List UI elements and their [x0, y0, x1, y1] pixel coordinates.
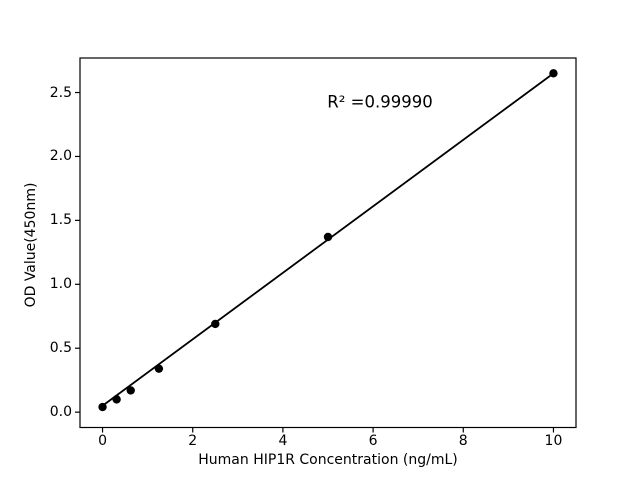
x-tick-label: 6: [368, 433, 378, 449]
x-tick-label: 4: [278, 433, 288, 449]
data-point-marker: [323, 232, 333, 242]
data-point-marker: [549, 69, 558, 78]
data-point-marker: [211, 319, 220, 329]
x-tick-label: 10: [544, 433, 563, 449]
y-tick-label: 1.5: [49, 212, 72, 229]
plot-border: [79, 57, 577, 429]
x-tick-label: 2: [188, 433, 198, 449]
y-tick-label: 2.5: [49, 84, 72, 101]
x-tick-label: 8: [458, 433, 468, 449]
data-point-marker: [112, 395, 121, 404]
y-tick-label: 0.5: [49, 340, 72, 357]
y-tick-label: 0.0: [49, 404, 72, 421]
y-tick-label: 2.0: [49, 148, 72, 165]
x-axis-label: Human HIP1R Concentration (ng/mL): [198, 452, 458, 468]
y-axis-label: OD Value(450nm): [23, 182, 39, 308]
x-tick-label: 0: [98, 433, 107, 449]
data-point-marker: [154, 364, 164, 373]
y-tick-label: 1.0: [49, 276, 72, 293]
r-squared-annotation: R² =0.99990: [327, 92, 433, 112]
data-point-marker: [98, 402, 107, 412]
data-point-marker: [126, 386, 135, 395]
